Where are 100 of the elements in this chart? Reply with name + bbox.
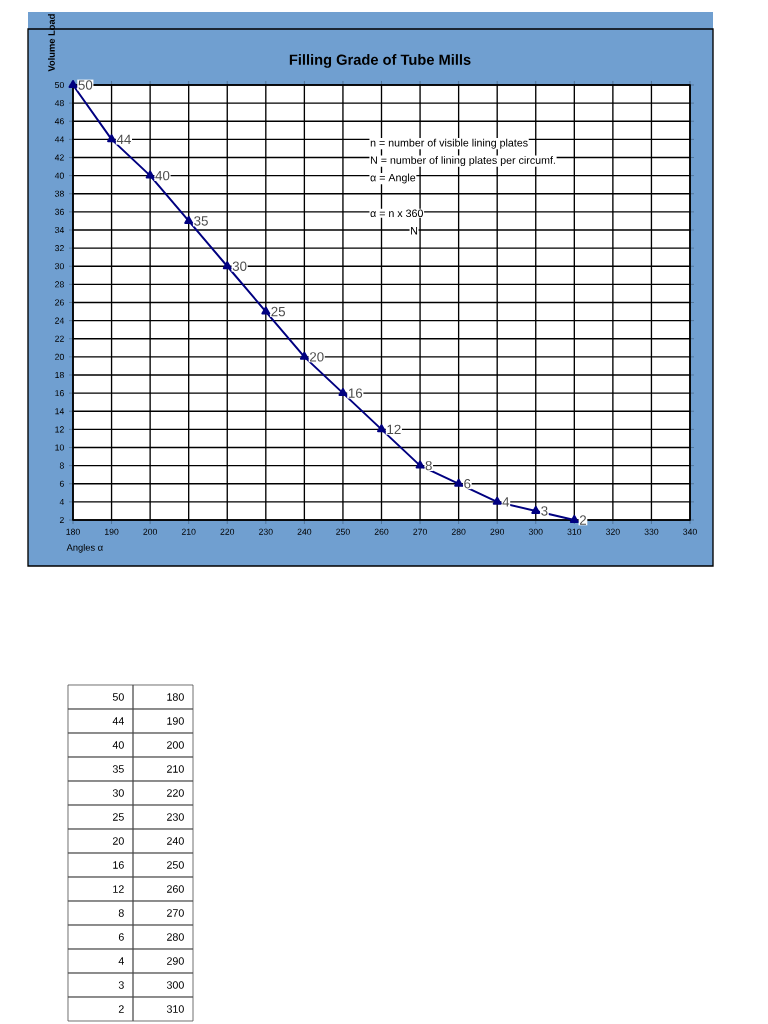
chart-title: Filling Grade of Tube Mills — [289, 54, 471, 68]
y-tick-label: 20 — [55, 353, 64, 360]
y-tick-label: 14 — [55, 408, 65, 415]
y-tick-label: 40 — [54, 172, 64, 179]
data-label: 20 — [309, 352, 324, 362]
point — [415, 460, 425, 469]
y-tick-label: 32 — [54, 245, 64, 252]
y-tick-label: 46 — [54, 118, 64, 125]
data-label: 4 — [502, 497, 510, 507]
x-tick-label: 230 — [259, 528, 273, 535]
x-tick-label: 290 — [490, 528, 505, 535]
point — [184, 215, 194, 224]
text: 220 — [167, 789, 184, 797]
point — [145, 170, 155, 179]
y-tick-label: 4 — [59, 498, 65, 505]
point — [107, 134, 117, 143]
y-tick-label: 24 — [55, 317, 65, 324]
text: 3 — [118, 981, 124, 989]
annotation: N — [411, 227, 418, 235]
data-label: 16 — [348, 388, 363, 398]
y-tick-label: 42 — [54, 154, 64, 161]
annotation: N = number of lining plates per circumf. — [370, 156, 555, 167]
text: 12 — [113, 885, 124, 893]
text: 6 — [118, 933, 124, 941]
data-label: 2 — [579, 515, 586, 525]
y-tick-label: 12 — [55, 426, 64, 433]
y-tick-label: 10 — [55, 444, 64, 451]
data-label: 50 — [78, 80, 93, 90]
x-tick-label: 240 — [297, 528, 312, 535]
x-tick-label: 190 — [105, 528, 119, 535]
y-tick-label: 2 — [59, 516, 64, 524]
data-label: 12 — [387, 424, 401, 435]
point — [299, 351, 309, 360]
y-tick-label: 26 — [55, 299, 64, 306]
text: 8 — [118, 909, 124, 917]
x-tick-label: 280 — [451, 528, 466, 535]
y-tick-label: 50 — [55, 81, 64, 89]
text: 240 — [167, 837, 184, 845]
point — [377, 424, 386, 433]
text: 230 — [167, 813, 184, 821]
y-tick-label: 8 — [59, 462, 64, 469]
text: 310 — [166, 1005, 184, 1013]
text: 4 — [118, 957, 124, 965]
data-label: 8 — [425, 460, 432, 471]
annotation: α = Angle — [370, 173, 416, 184]
text: 190 — [167, 717, 184, 725]
data-label: 6 — [464, 479, 471, 489]
y-tick-label: 36 — [54, 208, 64, 215]
x-tick-label: 200 — [143, 528, 158, 535]
text: 2 — [118, 1005, 124, 1013]
x-tick-label: 250 — [336, 528, 350, 535]
x-tick-label: 270 — [413, 528, 427, 535]
text: 260 — [167, 885, 184, 893]
x-axis-title: Angles α — [66, 543, 103, 553]
point — [338, 388, 348, 397]
point — [261, 306, 271, 315]
y-tick-label: 16 — [55, 390, 64, 397]
x-tick-label: 220 — [220, 528, 235, 535]
text: 25 — [112, 813, 124, 821]
data-label: 3 — [541, 506, 548, 516]
data-label: 40 — [155, 170, 170, 181]
text: 16 — [113, 861, 124, 869]
annotation: n = number of visible lining plates — [370, 138, 528, 149]
x-tick-label: 180 — [66, 528, 80, 535]
text: 35 — [112, 765, 124, 773]
annotation: α = n x 360 — [370, 209, 423, 218]
y-tick-label: 48 — [54, 100, 64, 107]
x-tick-label: 210 — [181, 528, 196, 535]
text: 200 — [167, 741, 184, 749]
point — [68, 79, 78, 88]
text: 50 — [112, 693, 124, 701]
text: 290 — [167, 957, 184, 965]
data-label: 35 — [194, 216, 208, 226]
x-tick-label: 310 — [567, 528, 582, 535]
x-tick-label: 340 — [683, 528, 697, 535]
x-tick-label: 330 — [644, 528, 659, 535]
x-tick-label: 320 — [605, 528, 620, 535]
text: 300 — [166, 981, 184, 989]
x-tick-label: 300 — [528, 528, 543, 535]
point — [531, 505, 541, 514]
y-tick-label: 38 — [54, 190, 64, 197]
data-label: 44 — [116, 134, 131, 144]
y-tick-label: 18 — [55, 371, 64, 379]
y-tick-label: 34 — [54, 226, 65, 234]
y-tick-label: 30 — [54, 263, 64, 270]
text: 30 — [112, 789, 124, 797]
text: 40 — [112, 741, 124, 749]
text: 210 — [167, 765, 184, 773]
text: 280 — [167, 933, 184, 941]
point — [454, 478, 464, 487]
y-tick-label: 22 — [55, 335, 64, 342]
text: 20 — [112, 837, 124, 845]
x-tick-label: 260 — [374, 528, 389, 535]
data-label: 25 — [271, 306, 286, 317]
y-tick-label: 28 — [55, 281, 64, 288]
point — [222, 261, 232, 270]
y-tick-label: 44 — [54, 136, 65, 143]
text: 44 — [112, 717, 124, 725]
point — [492, 496, 502, 505]
point — [569, 514, 579, 523]
